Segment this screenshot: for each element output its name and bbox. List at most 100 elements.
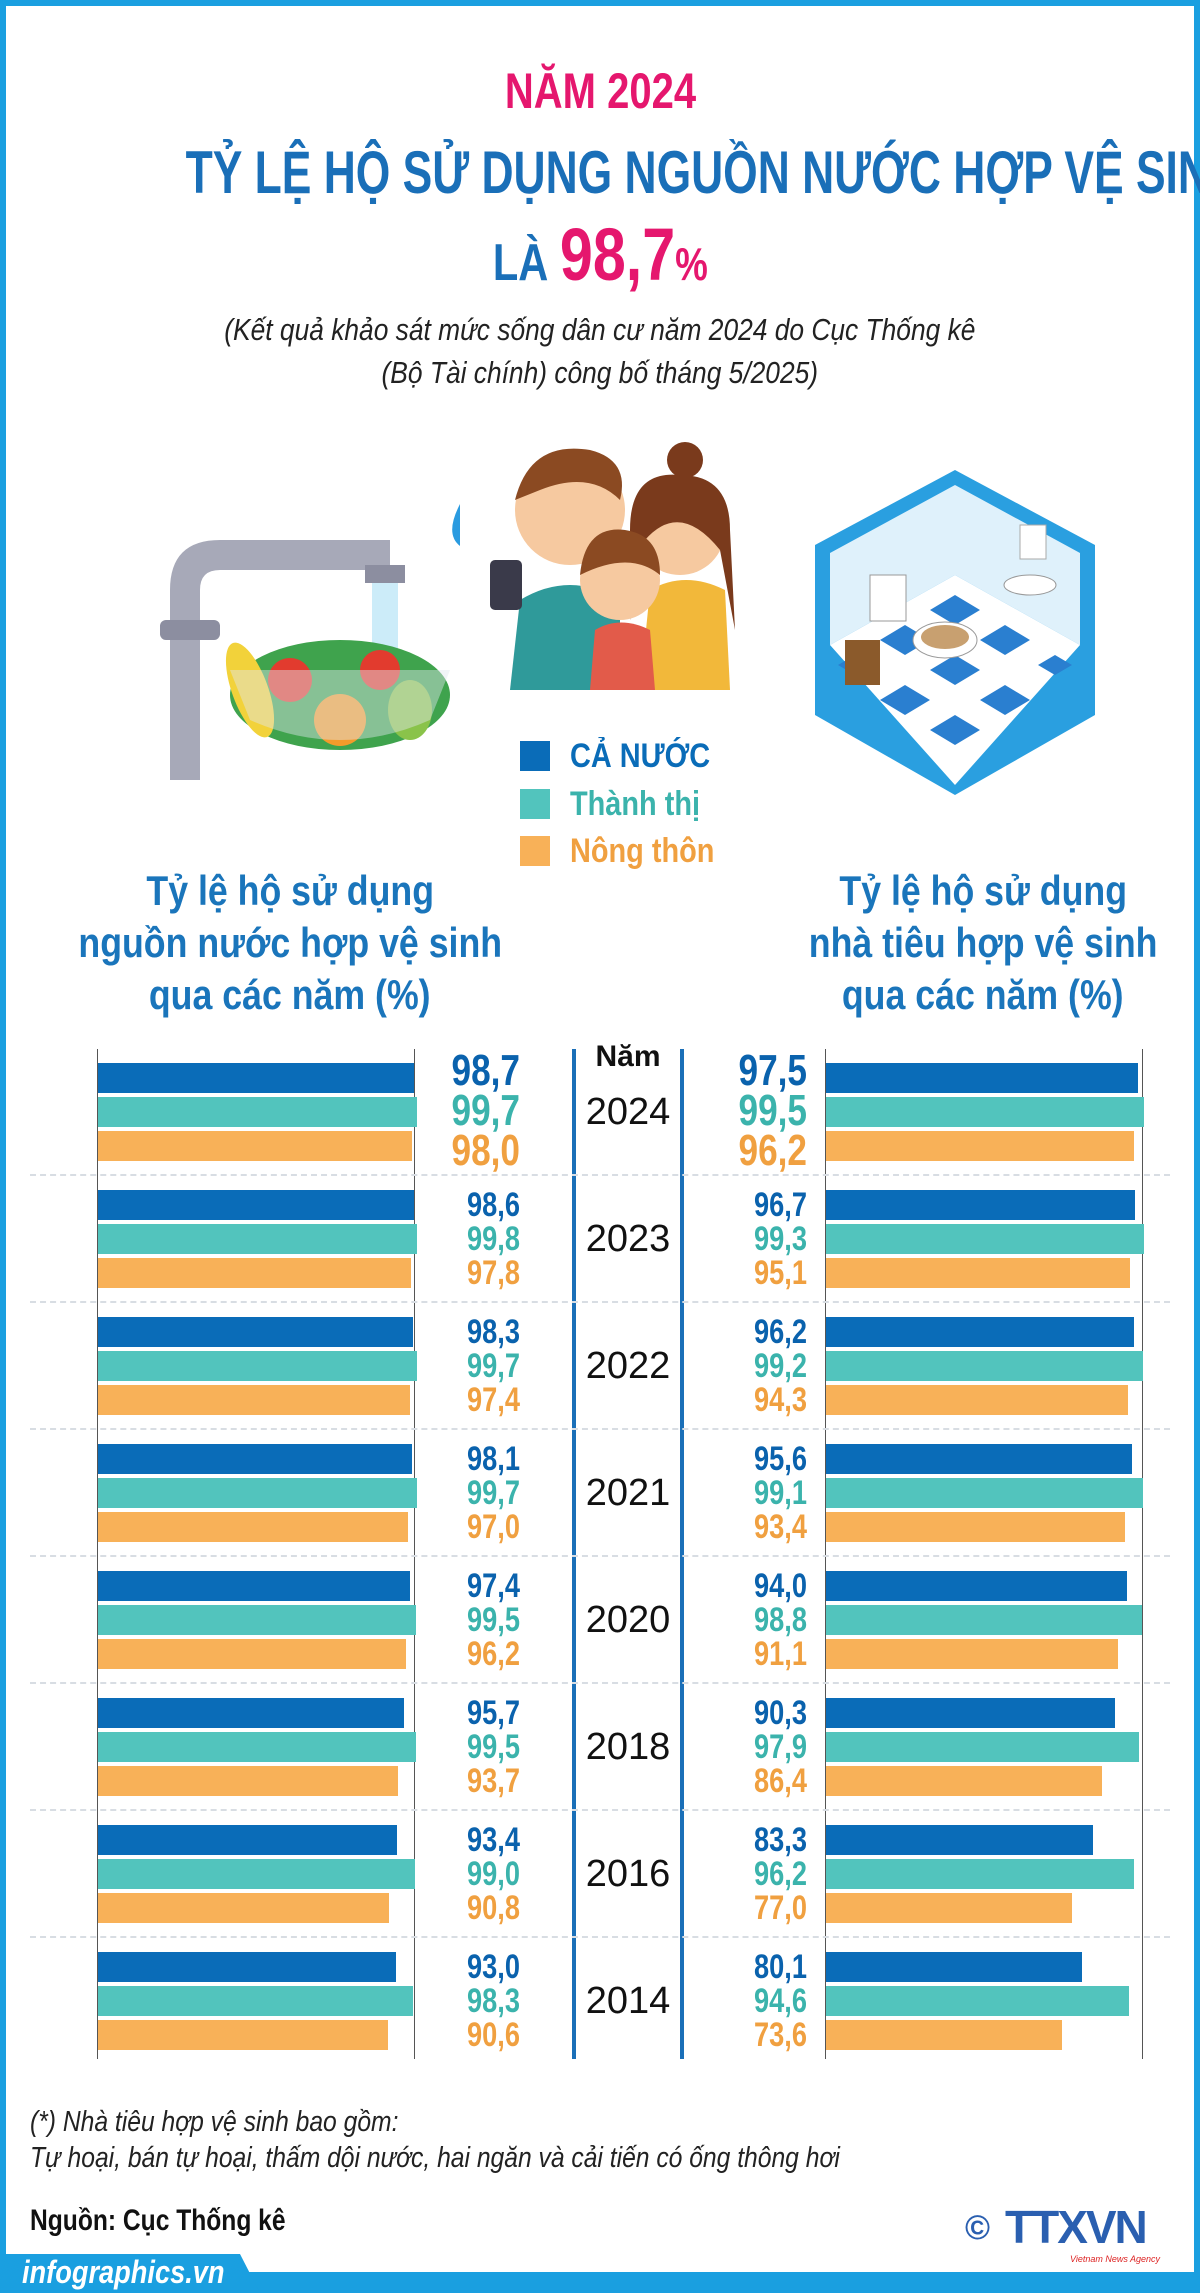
water-bar-nong-thon-2020 — [98, 1639, 406, 1669]
toilet-bar-ca-nuoc-2021 — [826, 1444, 1132, 1474]
water-bar-ca-nuoc-2022 — [98, 1317, 413, 1347]
water-value-nong-thon-2023: 97,8 — [467, 1254, 520, 1292]
water-bar-nong-thon-2021 — [98, 1512, 409, 1542]
subtitle-line-1: (Kết quả khảo sát mức sống dân cư năm 20… — [224, 312, 976, 347]
title-year: NĂM 2024 — [504, 63, 696, 119]
year-label: 2021 — [585, 1472, 671, 1514]
subtitle-line-2: (Bộ Tài chính) công bố tháng 5/2025) — [381, 355, 819, 390]
row-separator — [30, 1428, 1170, 1430]
toilet-value-thanh-thi-2018: 97,9 — [754, 1728, 807, 1766]
year-label: 2018 — [585, 1726, 671, 1768]
water-value-ca-nuoc-2020: 97,4 — [467, 1567, 520, 1605]
row-separator — [30, 1301, 1170, 1303]
toilet-bar-nong-thon-2014 — [826, 2020, 1062, 2050]
toilet-value-nong-thon-2022: 94,3 — [754, 1381, 807, 1419]
water-value-thanh-thi-2020: 99,5 — [467, 1601, 520, 1639]
water-value-thanh-thi-2024: 99,7 — [451, 1086, 520, 1135]
toilet-bar-ca-nuoc-2022 — [826, 1317, 1134, 1347]
water-value-thanh-thi-2018: 99,5 — [467, 1728, 520, 1766]
toilet-value-ca-nuoc-2022: 96,2 — [754, 1313, 807, 1351]
water-bar-nong-thon-2014 — [98, 2020, 388, 2050]
website-link[interactable]: infographics.vn — [22, 2254, 225, 2290]
title-value: LÀ 98,7% — [492, 213, 708, 296]
water-bar-ca-nuoc-2016 — [98, 1825, 397, 1855]
water-bar-thanh-thi-2016 — [98, 1859, 415, 1889]
year-label: 2016 — [585, 1853, 671, 1895]
toilet-axis-right — [1142, 1049, 1143, 2059]
toilet-value-nong-thon-2020: 91,1 — [754, 1635, 807, 1673]
year-column-left-border — [572, 1049, 576, 2059]
toilet-bar-nong-thon-2016 — [826, 1893, 1073, 1923]
row-separator — [30, 1936, 1170, 1938]
water-bar-nong-thon-2018 — [98, 1766, 398, 1796]
water-bar-ca-nuoc-2021 — [98, 1444, 412, 1474]
toilet-value-thanh-thi-2024: 99,5 — [738, 1086, 807, 1135]
toilet-bar-nong-thon-2020 — [826, 1639, 1118, 1669]
toilet-bar-thanh-thi-2020 — [826, 1605, 1143, 1635]
water-axis-right — [414, 1049, 415, 2059]
toilet-bar-nong-thon-2021 — [826, 1512, 1125, 1542]
water-value-thanh-thi-2021: 99,7 — [467, 1474, 520, 1512]
toilet-value-ca-nuoc-2023: 96,7 — [754, 1186, 807, 1224]
toilet-value-nong-thon-2024: 96,2 — [738, 1126, 807, 1175]
water-value-nong-thon-2024: 98,0 — [451, 1126, 520, 1175]
legend-swatch — [520, 836, 550, 866]
toilet-value-ca-nuoc-2016: 83,3 — [754, 1821, 807, 1859]
toilet-value-nong-thon-2023: 95,1 — [754, 1254, 807, 1292]
legend-nong-thon: Nông thôn — [520, 832, 740, 870]
toilet-bar-nong-thon-2018 — [826, 1766, 1103, 1796]
toilet-value-ca-nuoc-2024: 97,5 — [738, 1046, 807, 1095]
toilet-value-thanh-thi-2022: 99,2 — [754, 1347, 807, 1385]
water-bar-thanh-thi-2021 — [98, 1478, 418, 1508]
legend-thanh-thi: Thành thị — [520, 785, 723, 823]
row-separator — [30, 1682, 1170, 1684]
toilet-chart-title: Tỷ lệ hộ sử dụng nhà tiêu hợp vệ sinh qu… — [808, 867, 1158, 1018]
toilet-bar-thanh-thi-2022 — [826, 1351, 1144, 1381]
water-value-nong-thon-2021: 97,0 — [467, 1508, 520, 1546]
water-bar-thanh-thi-2022 — [98, 1351, 418, 1381]
water-value-ca-nuoc-2022: 98,3 — [467, 1313, 520, 1351]
water-bar-thanh-thi-2024 — [98, 1097, 418, 1127]
toilet-bar-thanh-thi-2014 — [826, 1986, 1129, 2016]
toilet-bar-ca-nuoc-2023 — [826, 1190, 1136, 1220]
footnote-line-1: (*) Nhà tiêu hợp vệ sinh bao gồm: — [30, 2106, 399, 2138]
row-separator — [30, 1809, 1170, 1811]
water-bar-nong-thon-2024 — [98, 1131, 412, 1161]
water-bar-nong-thon-2023 — [98, 1258, 411, 1288]
water-value-thanh-thi-2016: 99,0 — [467, 1855, 520, 1893]
water-bar-ca-nuoc-2018 — [98, 1698, 405, 1728]
year-label: 2014 — [585, 1980, 671, 2022]
family-icon — [490, 442, 735, 690]
water-bar-thanh-thi-2020 — [98, 1605, 417, 1635]
toilet-bar-thanh-thi-2023 — [826, 1224, 1144, 1254]
toilet-bar-nong-thon-2022 — [826, 1385, 1128, 1415]
legend-ca-nuoc: CẢ NƯỚC — [520, 737, 735, 775]
water-bar-ca-nuoc-2024 — [98, 1063, 414, 1093]
bottom-bar — [0, 2272, 1200, 2293]
water-value-ca-nuoc-2014: 93,0 — [467, 1948, 520, 1986]
toilet-bar-ca-nuoc-2024 — [826, 1063, 1138, 1093]
toilet-value-thanh-thi-2016: 96,2 — [754, 1855, 807, 1893]
source-text: Nguồn: Cục Thống kê — [30, 2204, 286, 2237]
year-label: 2023 — [585, 1218, 671, 1260]
toilet-bar-nong-thon-2023 — [826, 1258, 1131, 1288]
water-value-nong-thon-2014: 90,6 — [467, 2016, 520, 2054]
headline-percent: 98,7 — [559, 213, 675, 296]
water-value-ca-nuoc-2021: 98,1 — [467, 1440, 520, 1478]
water-bar-nong-thon-2016 — [98, 1893, 389, 1923]
toilet-value-nong-thon-2018: 86,4 — [754, 1762, 807, 1800]
toilet-bar-thanh-thi-2024 — [826, 1097, 1145, 1127]
water-bar-thanh-thi-2018 — [98, 1732, 417, 1762]
toilet-bar-nong-thon-2024 — [826, 1131, 1134, 1161]
toilet-value-nong-thon-2016: 77,0 — [754, 1889, 807, 1927]
footnote-line-2: Tự hoại, bán tự hoại, thấm dội nước, hai… — [30, 2142, 840, 2174]
toilet-value-thanh-thi-2023: 99,3 — [754, 1220, 807, 1258]
toilet-value-ca-nuoc-2020: 94,0 — [754, 1567, 807, 1605]
toilet-value-nong-thon-2014: 73,6 — [754, 2016, 807, 2054]
water-bar-ca-nuoc-2020 — [98, 1571, 410, 1601]
toilet-value-ca-nuoc-2018: 90,3 — [754, 1694, 807, 1732]
year-label: 2020 — [585, 1599, 671, 1641]
water-value-thanh-thi-2014: 98,3 — [467, 1982, 520, 2020]
water-value-nong-thon-2016: 90,8 — [467, 1889, 520, 1927]
